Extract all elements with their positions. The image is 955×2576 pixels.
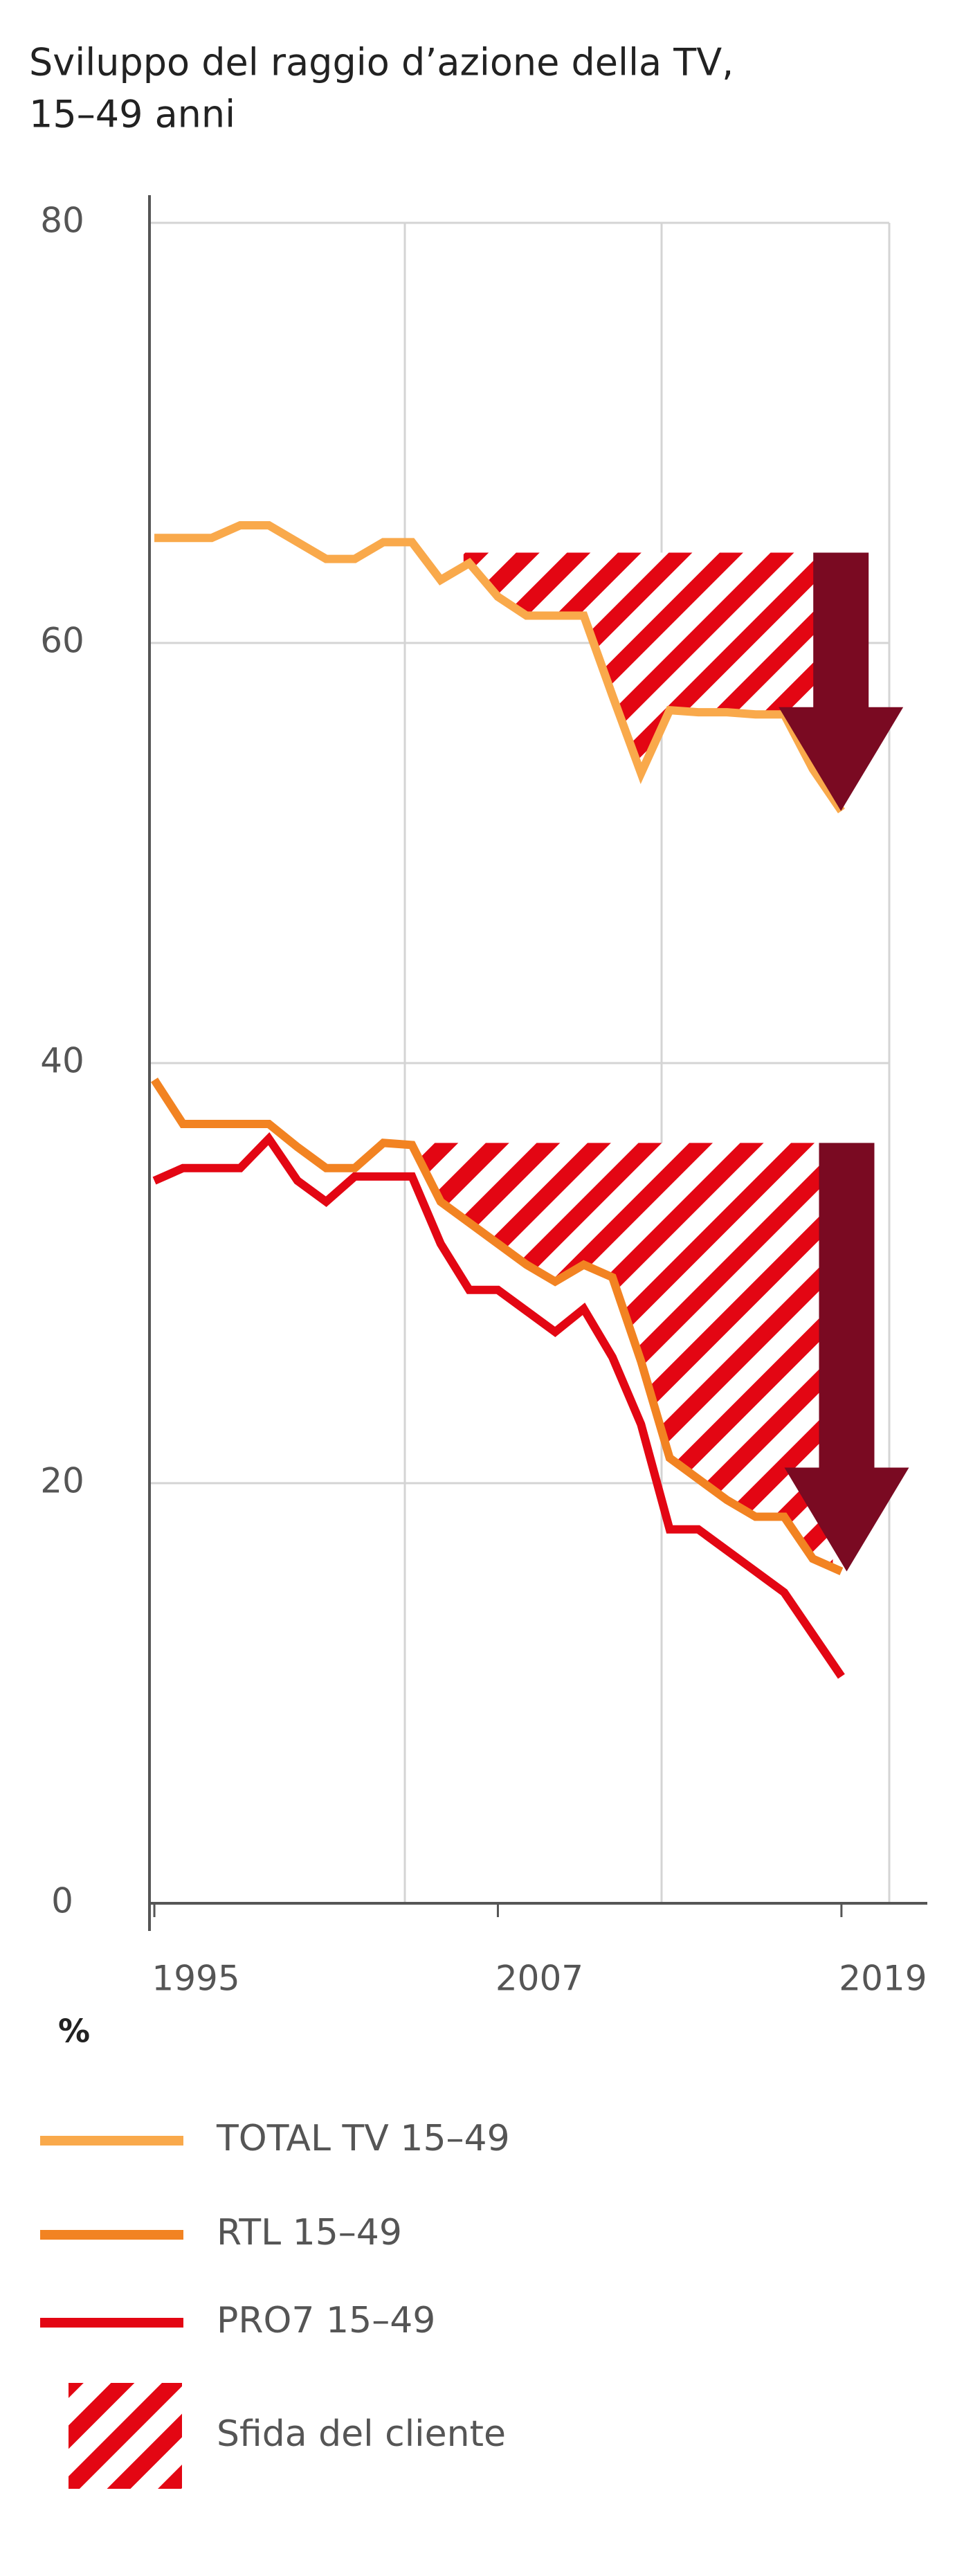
legend-swatch [69, 2383, 182, 2489]
y-tick-label: 80 [40, 201, 84, 241]
chart-title: Sviluppo del raggio d’azione della TV, [29, 41, 734, 84]
legend-label: TOTAL TV 15–49 [216, 2118, 510, 2159]
y-tick-label: 20 [40, 1461, 84, 1501]
challenge-area [412, 1143, 833, 1568]
chart-title: 15–49 anni [29, 93, 235, 136]
y-tick-label: 0 [51, 1881, 73, 1921]
legend-label: RTL 15–49 [217, 2212, 402, 2253]
challenge-arrow [784, 1143, 909, 1572]
x-tick-label: 2019 [839, 1959, 927, 1999]
series-line [150, 1078, 844, 1575]
x-tick-label: 1995 [152, 1959, 239, 1999]
legend-label: Sfida del cliente [217, 2413, 506, 2455]
series-line [154, 521, 845, 814]
y-tick-label: 40 [40, 1041, 84, 1081]
plot [149, 221, 889, 1679]
x-tick-label: 2007 [495, 1959, 583, 1999]
series-line [152, 1132, 845, 1679]
unit-label: % [58, 2013, 90, 2050]
y-tick-label: 60 [40, 621, 84, 661]
legend-label: PRO7 15–49 [217, 2300, 435, 2341]
challenge-arrow [779, 552, 904, 811]
